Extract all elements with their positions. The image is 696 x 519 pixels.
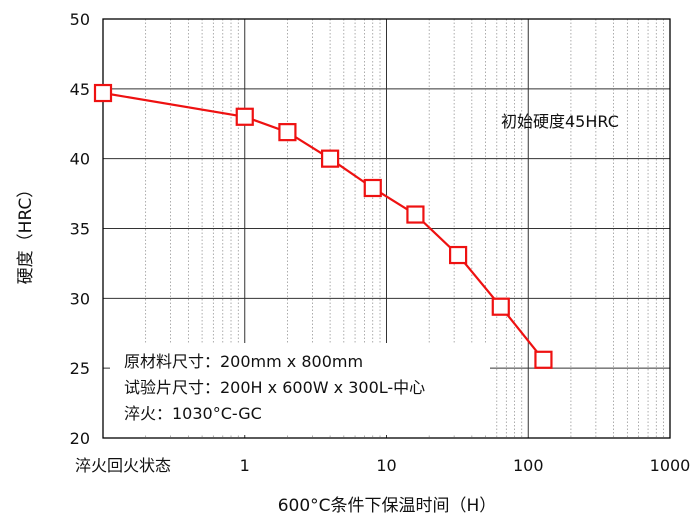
grid-lines bbox=[103, 19, 670, 438]
data-point-marker bbox=[320, 149, 340, 168]
x-tick-label: 10 bbox=[376, 456, 396, 475]
data-point-marker bbox=[449, 245, 468, 265]
note-line: 原材料尺寸：200mm x 800mm bbox=[124, 352, 363, 371]
note-line: 淬火：1030°C-GC bbox=[124, 404, 262, 423]
note-line: 试验片尺寸：200H x 600W x 300L-中心 bbox=[124, 378, 425, 397]
data-point-marker bbox=[491, 297, 510, 316]
data-point-marker bbox=[278, 123, 297, 142]
series-line bbox=[102, 91, 545, 361]
notes-box: 原材料尺寸：200mm x 800mm 试验片尺寸：200H x 600W x 3… bbox=[124, 352, 425, 423]
data-point-marker bbox=[363, 178, 382, 198]
notes-box-background bbox=[110, 343, 490, 435]
y-tick-label: 20 bbox=[70, 429, 90, 448]
y-tick-label: 45 bbox=[70, 80, 90, 99]
x-tick-label: 1 bbox=[240, 456, 250, 475]
y-tick-labels: 20 25 30 35 40 45 50 bbox=[70, 10, 90, 448]
y-tick-label: 35 bbox=[70, 220, 90, 239]
y-tick-label: 30 bbox=[70, 289, 90, 308]
series-hardness bbox=[93, 83, 553, 369]
initial-hardness-annotation: 初始硬度45HRC bbox=[501, 112, 619, 131]
data-point-marker bbox=[534, 350, 553, 369]
data-point-marker bbox=[235, 107, 254, 126]
data-point-marker bbox=[93, 83, 113, 103]
y-axis-label: 硬度（HRC） bbox=[16, 181, 36, 285]
x-tick-label: 100 bbox=[513, 456, 544, 475]
x-tick-labels: 1 10 100 1000 bbox=[240, 456, 691, 475]
x-axis-label: 600°C条件下保温时间（H） bbox=[278, 496, 497, 516]
y-tick-label: 25 bbox=[70, 359, 90, 378]
y-tick-label: 50 bbox=[70, 10, 90, 29]
x-origin-label: 淬火回火状态 bbox=[75, 456, 171, 475]
y-tick-label: 40 bbox=[70, 150, 90, 169]
x-tick-label: 1000 bbox=[650, 456, 691, 475]
data-point-marker bbox=[406, 205, 425, 224]
plot-frame bbox=[102, 18, 671, 439]
